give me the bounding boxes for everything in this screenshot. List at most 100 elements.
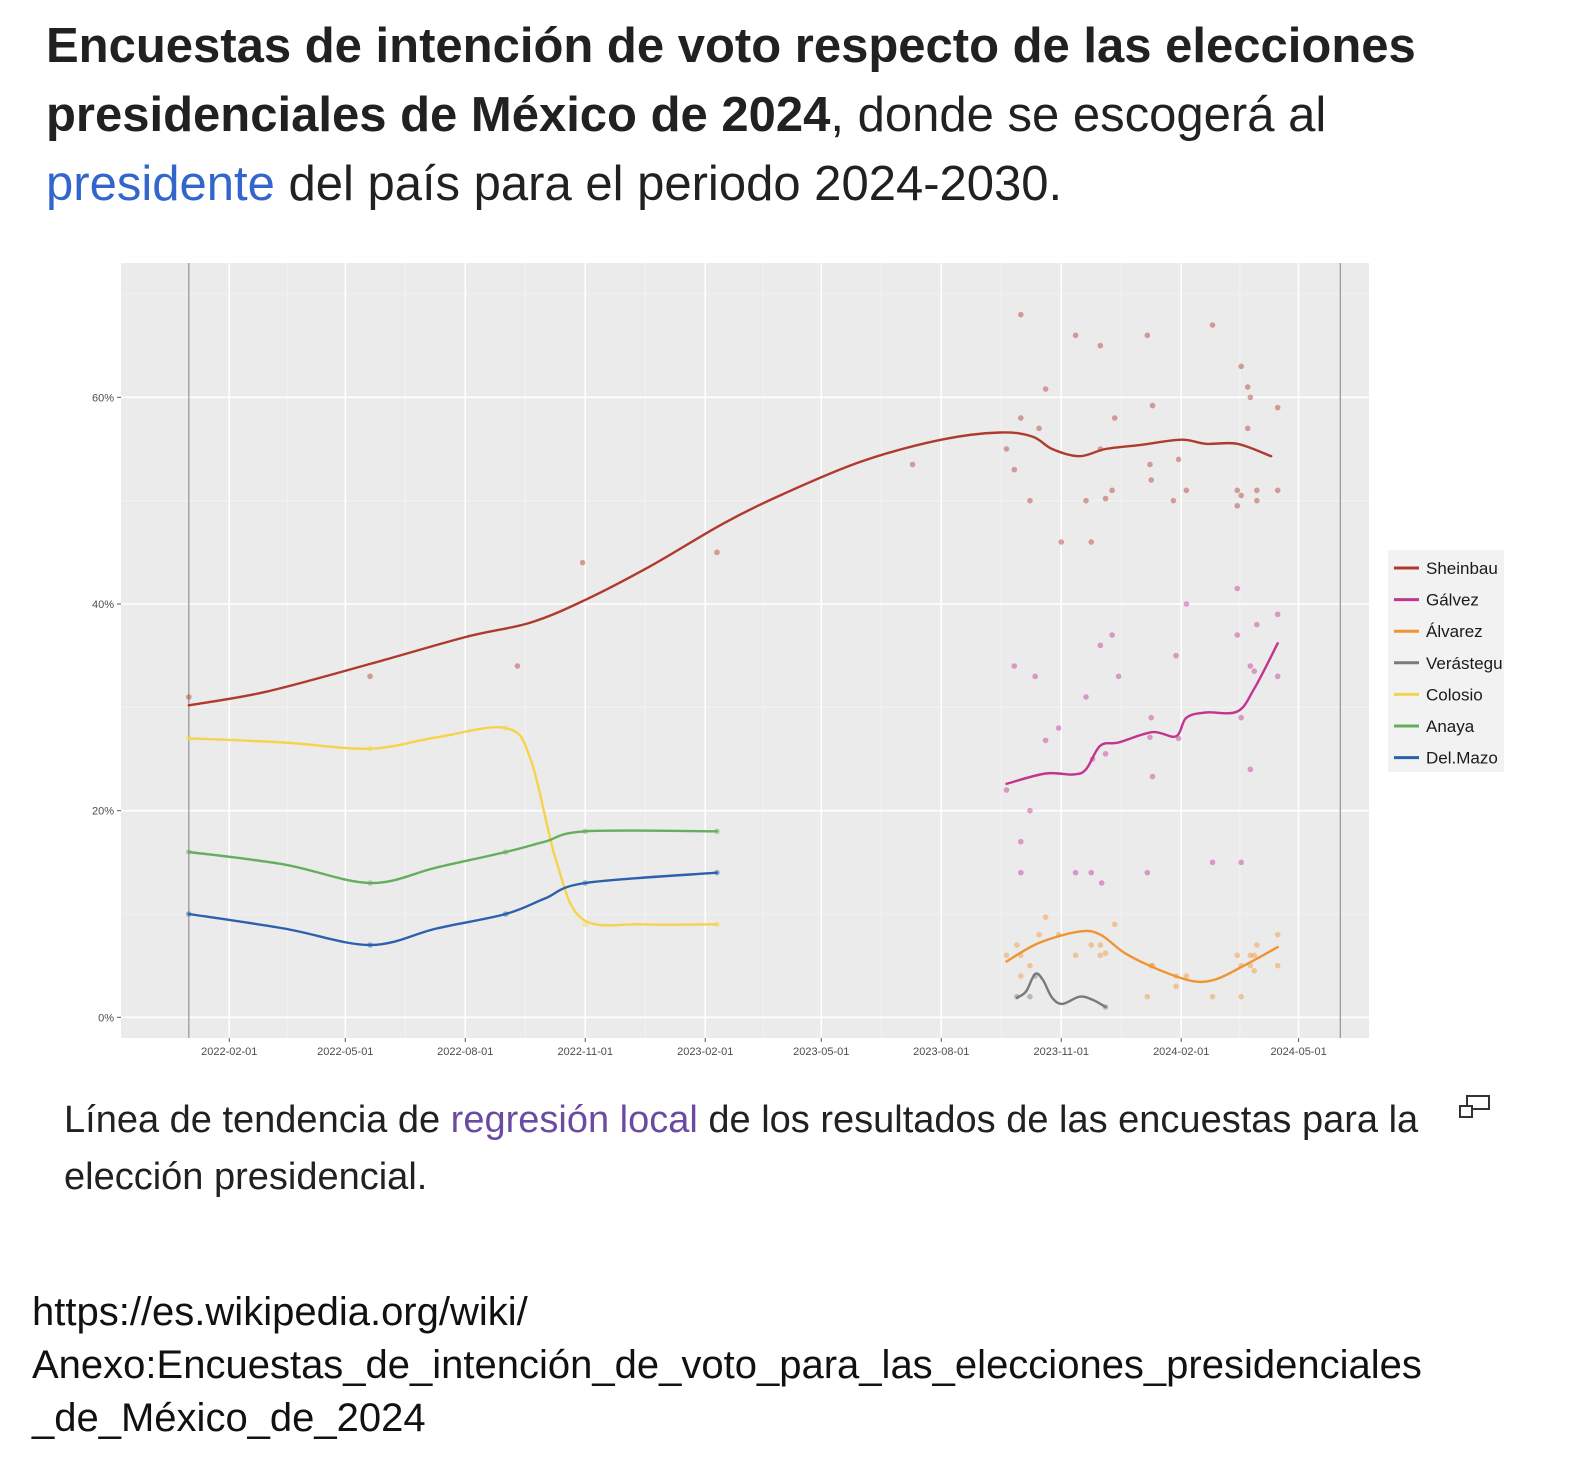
- poll-point: [1238, 492, 1245, 499]
- poll-point: [1072, 332, 1079, 339]
- poll-point: [1254, 621, 1260, 628]
- poll-point: [1036, 425, 1042, 432]
- legend-label: Colosio: [1426, 685, 1483, 704]
- x-tick-label: 2023-05-01: [793, 1046, 849, 1058]
- poll-point: [1173, 983, 1179, 990]
- poll-point: [1247, 952, 1254, 959]
- poll-trend-chart: 0% 20% 40% 60% 2022-02-01 2022-05-01 2022-08-0…: [92, 263, 1504, 1058]
- poll-point: [582, 921, 589, 928]
- heading-text-middle: , donde se escogerá al: [830, 88, 1327, 142]
- poll-point: [1148, 714, 1155, 721]
- poll-point: [1097, 342, 1104, 349]
- poll-point: [1102, 495, 1109, 502]
- poll-point: [1238, 363, 1245, 370]
- poll-point: [1144, 332, 1151, 339]
- poll-point: [1238, 859, 1245, 866]
- poll-point: [1042, 386, 1049, 392]
- poll-point: [1234, 632, 1241, 638]
- poll-point: [1109, 632, 1115, 638]
- x-tick-label: 2024-02-01: [1153, 1046, 1209, 1058]
- poll-point: [1209, 322, 1216, 328]
- caption-text-start: Línea de tendencia de: [64, 1099, 451, 1141]
- legend-label: Anaya: [1426, 717, 1475, 736]
- poll-point: [514, 663, 521, 669]
- source-url-line-1: https://es.wikipedia.org/wiki/: [32, 1290, 528, 1334]
- poll-point: [1234, 487, 1241, 494]
- trend-line-alvarez: [1005, 929, 1279, 984]
- poll-point: [1175, 456, 1182, 463]
- poll-point: [1149, 773, 1156, 780]
- y-tick-label: 0%: [98, 1012, 114, 1024]
- poll-point: [1247, 766, 1254, 773]
- poll-point: [1234, 952, 1241, 959]
- caption-text-end: de los resultados de las encuestas para …: [64, 1099, 1419, 1198]
- poll-point: [714, 549, 720, 556]
- y-tick-label: 40%: [92, 599, 114, 611]
- poll-point: [1247, 394, 1254, 401]
- poll-point: [1003, 952, 1010, 959]
- poll-point: [1011, 466, 1018, 473]
- poll-point: [1003, 446, 1010, 452]
- poll-point: [1055, 725, 1062, 731]
- poll-point: [1088, 539, 1095, 545]
- poll-point: [1097, 942, 1104, 948]
- poll-point: [1088, 869, 1095, 876]
- poll-point: [1238, 993, 1245, 1000]
- heading-text-end: del país para el periodo 2024-2030.: [274, 157, 1063, 211]
- source-url: https://es.wikipedia.org/wiki/Anexo:Encu…: [32, 1286, 1572, 1445]
- source-url-line-3: _de_México_de_2024: [32, 1396, 426, 1440]
- presidente-link[interactable]: presidente: [46, 157, 275, 211]
- trend-line-colosio: [187, 726, 719, 927]
- poll-point: [1109, 487, 1115, 494]
- poll-point: [186, 694, 192, 700]
- poll-point: [1102, 950, 1109, 957]
- poll-point: [1251, 668, 1258, 674]
- x-tick-label: 2022-11-01: [558, 1046, 613, 1058]
- trend-line-anaya: [187, 829, 719, 885]
- poll-point: [1018, 869, 1024, 876]
- regresion-local-link[interactable]: regresión local: [450, 1099, 698, 1141]
- poll-point: [1173, 652, 1179, 659]
- poll-point: [1254, 487, 1260, 494]
- poll-point: [1011, 663, 1018, 669]
- trend-line-verastegui: [1015, 972, 1107, 1009]
- poll-point: [1274, 611, 1281, 618]
- poll-point: [1027, 497, 1033, 504]
- expand-icon[interactable]: [1458, 1094, 1492, 1120]
- poll-point: [1209, 993, 1216, 1000]
- poll-point: [1018, 838, 1024, 845]
- poll-point: [1072, 869, 1079, 876]
- poll-point: [367, 673, 373, 680]
- page-heading: Encuestas de intención de voto respecto …: [46, 12, 1566, 219]
- poll-point: [1083, 694, 1089, 700]
- poll-point: [1274, 931, 1281, 938]
- poll-point: [1244, 384, 1251, 390]
- poll-point: [1088, 942, 1095, 948]
- legend: Sheinbau Gálvez Álvarez Verástegu Colosio Ana…: [1388, 550, 1504, 772]
- poll-point: [1183, 973, 1190, 979]
- poll-point: [579, 559, 586, 566]
- poll-point: [1032, 673, 1038, 680]
- poll-point: [1209, 859, 1216, 866]
- poll-point: [1098, 880, 1105, 886]
- poll-point: [1254, 497, 1260, 504]
- poll-point: [1144, 869, 1151, 876]
- poll-point: [1183, 487, 1190, 494]
- poll-point: [1274, 404, 1281, 411]
- poll-point: [1115, 673, 1122, 680]
- poll-point: [1018, 415, 1024, 421]
- poll-point: [1027, 807, 1033, 814]
- poll-point: [1183, 601, 1190, 607]
- poll-point: [1083, 497, 1089, 504]
- poll-point: [1147, 461, 1153, 468]
- poll-point: [1251, 968, 1258, 974]
- poll-point: [909, 461, 916, 468]
- poll-point: [1251, 952, 1258, 959]
- poll-point: [1042, 914, 1049, 920]
- poll-point: [1027, 962, 1033, 969]
- x-tick-label: 2023-11-01: [1034, 1046, 1089, 1058]
- x-tick-label: 2023-08-01: [913, 1046, 969, 1058]
- poll-point: [1274, 962, 1281, 969]
- heading-bold-title: Encuestas de intención de voto respecto …: [46, 19, 1416, 142]
- y-tick-label: 60%: [92, 392, 114, 404]
